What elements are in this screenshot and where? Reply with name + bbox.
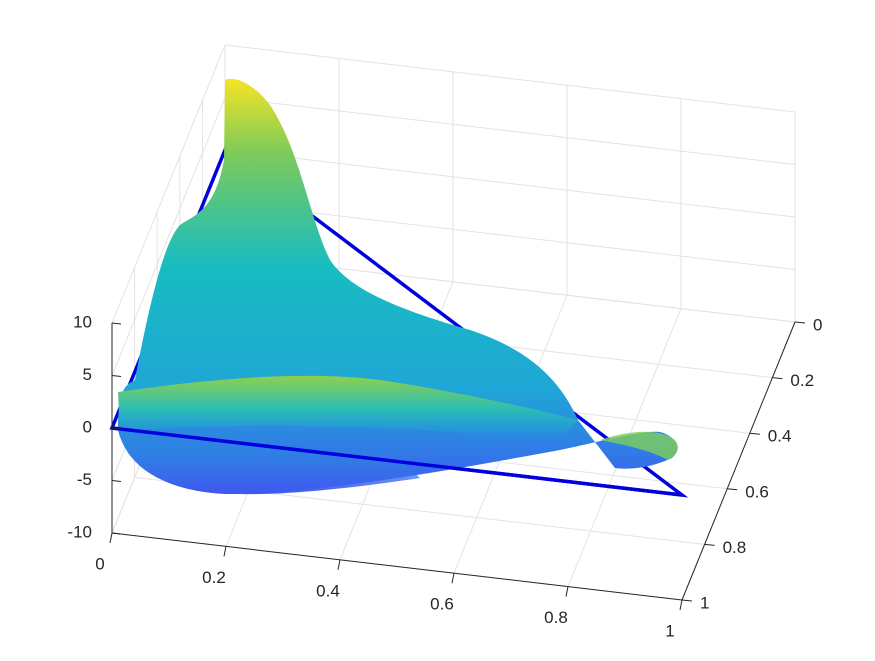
z-tick-label: -5 [77, 470, 92, 489]
grid-line [111, 97, 226, 376]
y-tick-label: 0.6 [745, 482, 769, 501]
z-tick-label: 10 [73, 312, 92, 331]
y-tick-label: 0 [813, 315, 822, 334]
x-tick-label: 0.2 [202, 568, 226, 587]
x-tick-label: 0.6 [430, 595, 454, 614]
y-tick [772, 377, 783, 380]
grid-line [224, 149, 796, 218]
z-tick-label: 0 [83, 417, 92, 436]
grid-line [224, 97, 796, 165]
surface-tail [600, 431, 679, 460]
x-tick [679, 599, 683, 611]
y-tick [681, 599, 693, 602]
y-tick-label: 0.8 [723, 538, 747, 557]
y-tick-label: 0.2 [790, 371, 814, 390]
grid-line [224, 202, 796, 270]
surface-low [118, 430, 420, 495]
x-tick-label: 0 [95, 554, 104, 573]
y-tick-label: 0.4 [768, 427, 792, 446]
x-tick [337, 559, 341, 570]
x-tick [223, 546, 227, 557]
x-tick [451, 573, 455, 584]
x-axis [111, 532, 683, 601]
y-tick [704, 543, 715, 546]
z-tick [111, 532, 122, 535]
z-tick-label: 5 [83, 365, 92, 384]
z-tick [111, 427, 122, 430]
x-tick-label: 0.4 [316, 581, 340, 600]
x-tick-label: 0.8 [544, 608, 568, 627]
y-tick-label: 1 [700, 593, 709, 612]
x-tick [565, 586, 569, 597]
triangle-front-edge [111, 426, 683, 497]
surface-lip [118, 375, 578, 440]
y-axis [681, 321, 796, 601]
grid-line [224, 44, 796, 113]
grid-line [111, 44, 226, 324]
z-tick-label: -10 [67, 522, 92, 541]
y-tick [749, 432, 760, 435]
surface [118, 78, 679, 495]
y-tick [727, 488, 738, 491]
z-tick [111, 375, 122, 377]
x-tick [109, 532, 113, 544]
x-tick-label: 1 [665, 621, 674, 640]
z-tick [111, 322, 122, 325]
y-tick [794, 321, 806, 324]
z-tick [111, 480, 122, 482]
